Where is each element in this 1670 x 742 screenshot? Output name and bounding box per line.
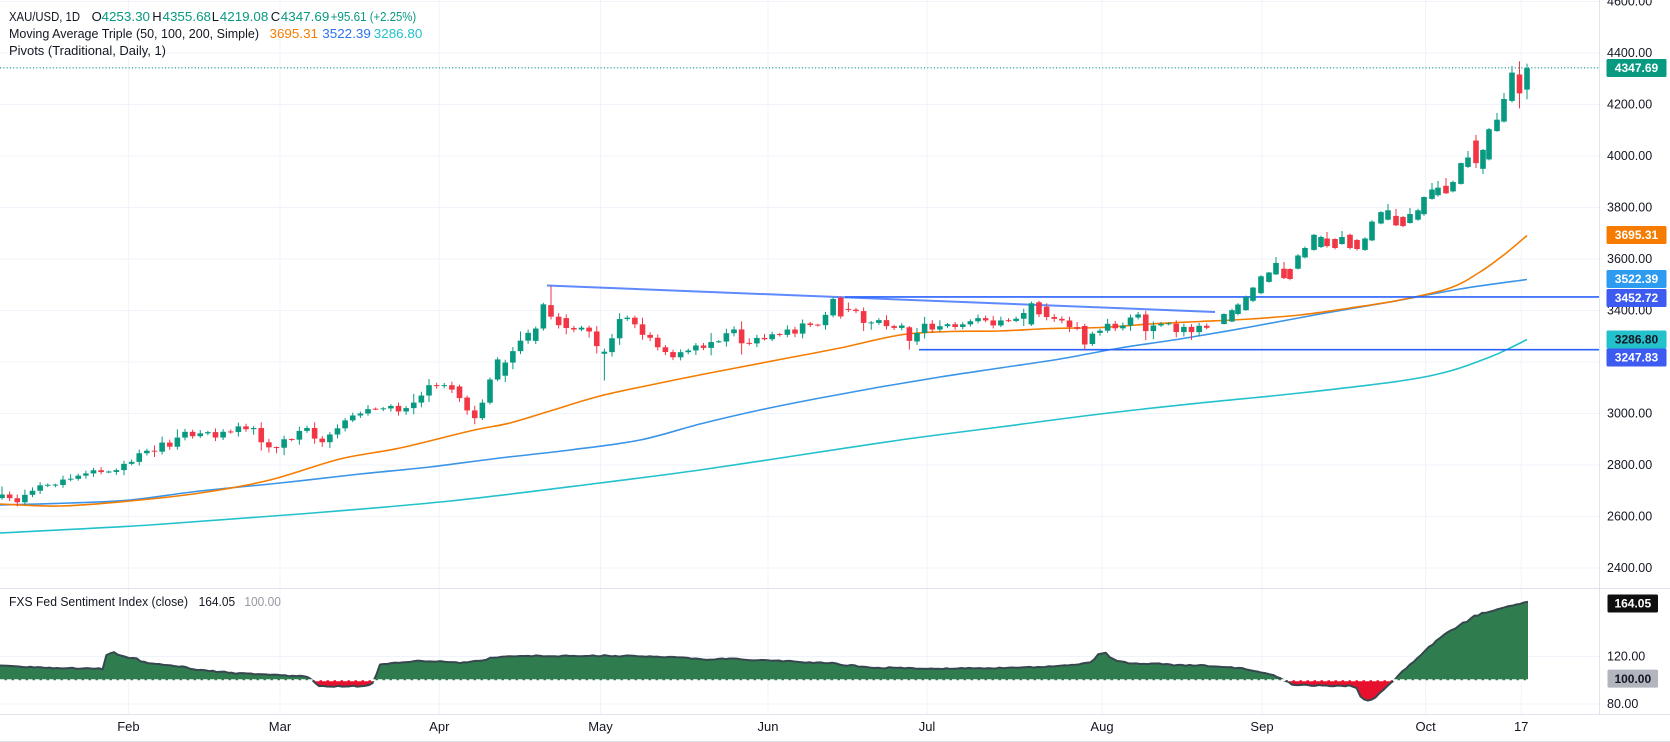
svg-text:164.05: 164.05	[199, 594, 236, 609]
svg-text:Feb: Feb	[117, 719, 139, 734]
svg-text:80.00: 80.00	[1607, 697, 1638, 711]
svg-text:3000.00: 3000.00	[1607, 407, 1652, 421]
svg-text:C: C	[271, 9, 280, 24]
svg-text:4400.00: 4400.00	[1607, 46, 1652, 60]
svg-text:O: O	[92, 9, 102, 24]
svg-text:100.00: 100.00	[1614, 672, 1651, 686]
svg-text:3600.00: 3600.00	[1607, 252, 1652, 266]
svg-text:Moving Average Triple (50, 100: Moving Average Triple (50, 100, 200, Sim…	[9, 26, 259, 41]
svg-text:Oct: Oct	[1415, 719, 1436, 734]
svg-text:4000.00: 4000.00	[1607, 149, 1652, 163]
svg-text:Sep: Sep	[1250, 719, 1273, 734]
svg-text:3452.72: 3452.72	[1615, 291, 1659, 305]
svg-text:100.00: 100.00	[244, 594, 281, 609]
svg-text:4219.08: 4219.08	[220, 9, 269, 24]
svg-text:4600.00: 4600.00	[1607, 0, 1652, 9]
svg-text:H: H	[152, 9, 161, 24]
svg-text:3286.80: 3286.80	[374, 26, 423, 41]
svg-text:164.05: 164.05	[1614, 597, 1651, 611]
svg-text:3522.39: 3522.39	[322, 26, 371, 41]
svg-text:3522.39: 3522.39	[1615, 272, 1659, 286]
svg-text:Jun: Jun	[758, 719, 779, 734]
svg-text:3247.83: 3247.83	[1615, 351, 1659, 365]
svg-text:4347.69: 4347.69	[1615, 61, 1659, 75]
svg-text:Pivots (Traditional, Daily, 1): Pivots (Traditional, Daily, 1)	[9, 43, 166, 58]
svg-text:Jul: Jul	[919, 719, 936, 734]
svg-text:4347.69: 4347.69	[281, 9, 330, 24]
svg-text:L: L	[212, 9, 219, 24]
svg-text:2600.00: 2600.00	[1607, 510, 1652, 524]
svg-text:3695.31: 3695.31	[1615, 228, 1659, 242]
svg-text:(+2.25%): (+2.25%)	[370, 9, 417, 24]
svg-text:17: 17	[1514, 719, 1528, 734]
svg-text:4253.30: 4253.30	[102, 9, 151, 24]
svg-text:4355.68: 4355.68	[163, 9, 212, 24]
svg-text:120.00: 120.00	[1607, 650, 1645, 664]
svg-text:2800.00: 2800.00	[1607, 458, 1652, 472]
svg-text:4200.00: 4200.00	[1607, 98, 1652, 112]
svg-text:+95.61: +95.61	[331, 9, 367, 24]
svg-text:Mar: Mar	[269, 719, 292, 734]
svg-text:3695.31: 3695.31	[270, 26, 319, 41]
svg-text:3800.00: 3800.00	[1607, 201, 1652, 215]
svg-text:Apr: Apr	[429, 719, 450, 734]
svg-text:Aug: Aug	[1090, 719, 1113, 734]
svg-text:2400.00: 2400.00	[1607, 561, 1652, 575]
svg-text:XAU/USD, 1D: XAU/USD, 1D	[9, 9, 80, 24]
svg-text:FXS Fed Sentiment Index (close: FXS Fed Sentiment Index (close)	[9, 594, 188, 609]
svg-text:3286.80: 3286.80	[1615, 333, 1659, 347]
svg-text:May: May	[588, 719, 613, 734]
